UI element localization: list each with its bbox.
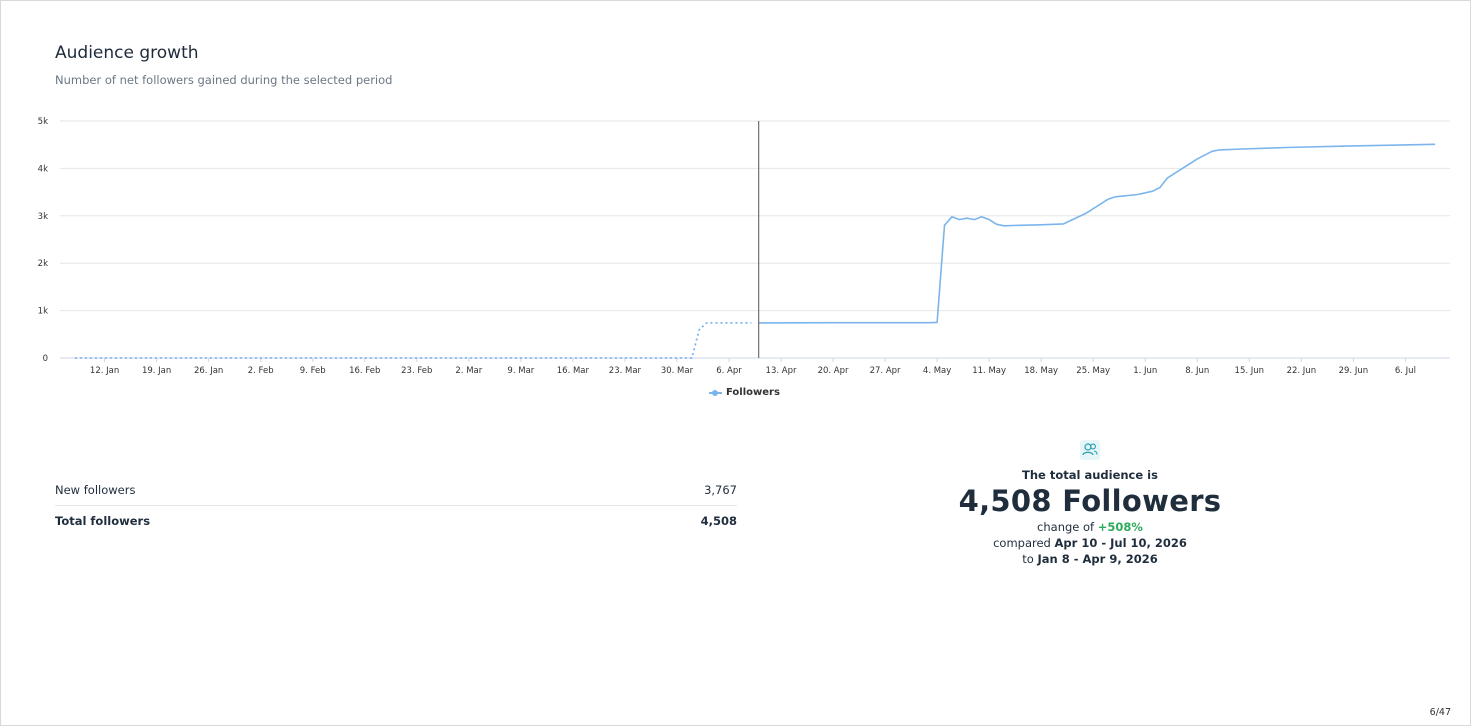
y-tick-label: 1k	[38, 307, 48, 317]
x-tick-label: 26. Jan	[194, 366, 223, 376]
stat-row-total-followers: Total followers 4,508	[55, 506, 737, 536]
stat-label: Total followers	[55, 514, 151, 528]
x-tick-label: 18. May	[1024, 366, 1058, 376]
stat-value: 3,767	[704, 483, 737, 497]
x-tick-label: 23. Feb	[401, 366, 432, 376]
x-tick-label: 2. Feb	[248, 366, 274, 376]
y-tick-label: 3k	[38, 212, 48, 222]
change-prefix: change of	[1037, 520, 1095, 534]
x-tick-label: 11. May	[972, 366, 1006, 376]
users-icon	[1080, 440, 1100, 460]
stats-table: New followers 3,767 Total followers 4,50…	[55, 475, 737, 536]
y-tick-label: 5k	[38, 117, 48, 127]
x-tick-label: 13. Apr	[766, 366, 797, 376]
x-tick-label: 4. May	[923, 366, 951, 376]
legend-marker-icon	[709, 388, 722, 398]
followers-line	[758, 143, 1436, 324]
x-tick-label: 27. Apr	[870, 366, 901, 376]
x-tick-label: 30. Mar	[661, 366, 694, 376]
audience-summary: The total audience is 4,508 Followers ch…	[890, 440, 1290, 566]
compared-period: Apr 10 - Jul 10, 2026	[1054, 536, 1187, 550]
legend-label: Followers	[726, 387, 780, 398]
to-prefix: to	[1022, 552, 1034, 566]
change-value: +508%	[1097, 520, 1143, 534]
x-tick-label: 2. Mar	[455, 366, 482, 376]
x-tick-label: 1. Jun	[1133, 366, 1157, 376]
x-tick-label: 12. Jan	[90, 366, 119, 376]
x-tick-label: 23. Mar	[609, 366, 642, 376]
x-tick-label: 9. Feb	[300, 366, 326, 376]
total-followers-value: 4,508 Followers	[958, 484, 1222, 518]
audience-growth-chart: 0 1k 2k 3k 4k 5k 12. Jan 19. Jan 26. Jan 2. Feb 9.…	[38, 117, 1450, 376]
y-tick-label: 2k	[38, 259, 48, 269]
x-tick-label: 16. Feb	[349, 366, 380, 376]
y-tick-label: 4k	[38, 164, 48, 174]
compared-prefix: compared	[993, 536, 1051, 550]
x-tick-label: 16. Mar	[557, 366, 590, 376]
x-tick-label: 9. Mar	[507, 366, 534, 376]
summary-lead: The total audience is	[1022, 468, 1158, 482]
x-tick-label: 25. May	[1076, 366, 1110, 376]
stat-value: 4,508	[700, 514, 737, 528]
compared-line: compared Apr 10 - Jul 10, 2026	[890, 536, 1290, 550]
x-tick-label: 6. Apr	[716, 366, 742, 376]
x-tick-label: 8. Jun	[1185, 366, 1209, 376]
x-tick-label: 19. Jan	[142, 366, 171, 376]
y-tick-label: 0	[43, 354, 48, 364]
x-tick-label: 6. Jul	[1395, 366, 1416, 376]
page-number: 6/47	[1429, 707, 1451, 718]
x-tick-label: 20. Apr	[818, 366, 849, 376]
to-line: to Jan 8 - Apr 9, 2026	[890, 552, 1290, 566]
page-subtitle: Number of net followers gained during th…	[55, 73, 393, 87]
change-line: change of +508%	[890, 520, 1290, 534]
x-tick-label: 22. Jun	[1287, 366, 1317, 376]
chart-legend[interactable]: Followers	[709, 387, 780, 398]
previous-period-line	[74, 322, 752, 359]
to-period: Jan 8 - Apr 9, 2026	[1037, 552, 1158, 566]
x-tick-label: 15. Jun	[1235, 366, 1265, 376]
page-title: Audience growth	[55, 43, 199, 63]
stat-label: New followers	[55, 483, 136, 497]
stat-row-new-followers: New followers 3,767	[55, 475, 737, 506]
x-tick-label: 29. Jun	[1339, 366, 1369, 376]
